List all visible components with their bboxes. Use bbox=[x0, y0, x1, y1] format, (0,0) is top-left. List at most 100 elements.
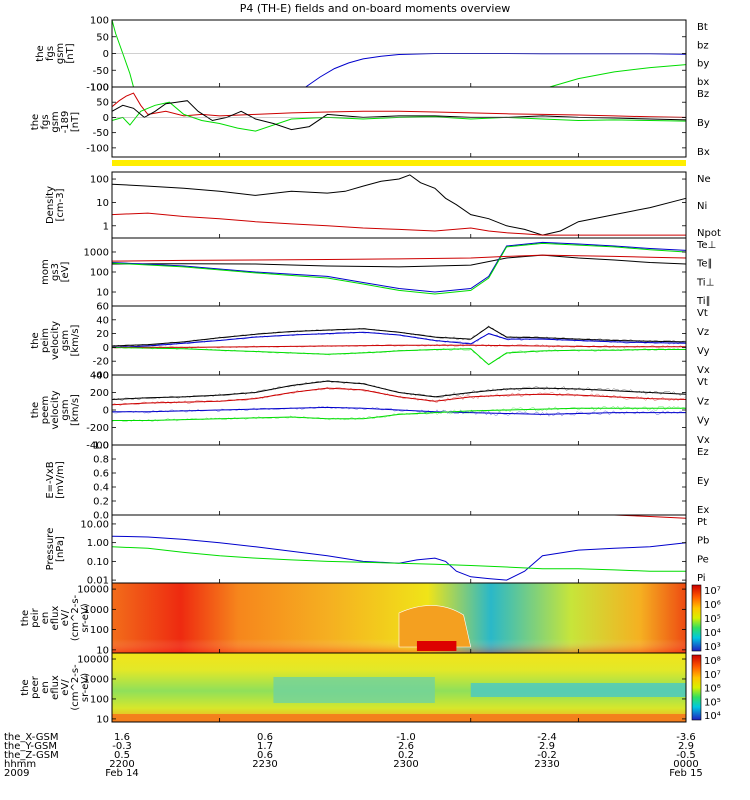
y-axis-label: the peir en eflux eV/(cm^2-s-sr-eV) bbox=[20, 594, 91, 641]
y-axis-label-line: (cm^2-s- bbox=[70, 664, 81, 711]
orbit-value: 0.2 bbox=[398, 750, 414, 761]
series-line-Ti⊥ bbox=[111, 241, 687, 293]
y-axis-label-line: -189 bbox=[60, 111, 71, 134]
electron-band bbox=[273, 677, 435, 703]
legend-label: Pt bbox=[697, 517, 707, 528]
y-tick-label: 10000 bbox=[77, 585, 109, 596]
y-axis-label: the peim velocity gsm [km/s] bbox=[30, 321, 81, 360]
panel-5: Vt Vz Vy Vx 60 40 20 0 -20 -40 the peim velocity gsm[… bbox=[30, 302, 710, 382]
y-tick-label: 10 bbox=[96, 645, 109, 656]
legend: Pt Pb Pe Pi bbox=[697, 517, 709, 584]
y-axis-label-line: the bbox=[30, 332, 41, 348]
y-tick-label: 50 bbox=[96, 98, 109, 109]
series-noise-Vx bbox=[111, 405, 685, 417]
y-axis-label-line: the bbox=[20, 679, 31, 695]
y-axis-label-line: gsm bbox=[50, 111, 61, 132]
orbit-value: -2.4 bbox=[537, 732, 557, 743]
y-axis-label-line: sr-eV) bbox=[80, 673, 91, 702]
legend-label: Vx bbox=[697, 435, 710, 446]
orbit-row-label: the_Z-GSM bbox=[4, 750, 59, 761]
orbit-value: 2230 bbox=[252, 759, 277, 770]
y-tick-label: 1000 bbox=[84, 247, 109, 258]
panel-frame bbox=[111, 237, 687, 307]
orbit-value: -3.6 bbox=[676, 732, 696, 743]
y-ticks: 400 200 0 -200 -400 bbox=[86, 371, 686, 452]
y-ticks: 100 10 1 bbox=[90, 175, 686, 232]
legend: Bz By Bx bbox=[697, 89, 710, 158]
y-tick-label: 0 bbox=[103, 406, 109, 417]
panel-9: 10⁷ 10⁶ 10⁵ 10⁴ 10³ 10000 1000 100 10 the peir en ef… bbox=[20, 582, 721, 656]
y-tick-label: 20 bbox=[96, 329, 109, 340]
series-line-Bx bbox=[111, 100, 687, 131]
legend: Vt Vz Vy Vx bbox=[697, 377, 710, 446]
y-tick-label: 0 bbox=[103, 343, 109, 354]
orbit-value: 2.9 bbox=[678, 741, 694, 752]
legend-label: bx bbox=[697, 77, 709, 88]
panel-frame bbox=[111, 444, 687, 516]
y-tick-label: 200 bbox=[90, 388, 109, 399]
series-line-Ne bbox=[111, 212, 686, 236]
orbit-row-label: the_X-GSM bbox=[4, 732, 58, 743]
y-tick-label: 1.0 bbox=[93, 441, 109, 452]
y-tick-label: 0 bbox=[103, 113, 109, 124]
series-noise-Vy bbox=[111, 405, 685, 422]
orbit-value: 2200 bbox=[109, 759, 134, 770]
series-noise-Vt bbox=[111, 325, 685, 347]
y-tick-label: 100 bbox=[90, 83, 109, 94]
legend-label: Pi bbox=[697, 573, 706, 584]
y-tick-label: 1000 bbox=[84, 605, 109, 616]
series-line-Te⊥ bbox=[111, 254, 687, 262]
y-tick-label: 0.4 bbox=[93, 483, 109, 494]
y-axis-label-line: [km/s] bbox=[70, 324, 81, 356]
panel-6: Vt Vz Vy Vx 400 200 0 -200 -400 the peem velocity gs… bbox=[30, 371, 710, 452]
legend-label: Ni bbox=[697, 201, 707, 212]
y-axis-label-line: en bbox=[40, 681, 51, 694]
electron-band bbox=[470, 683, 686, 697]
colorbar-label: 10³ bbox=[704, 642, 721, 653]
legend-label: Bx bbox=[697, 147, 710, 158]
legend-label: Ez bbox=[697, 447, 709, 458]
legend-label: Npot bbox=[697, 228, 721, 239]
panel-4: Te⊥ Te∥ Ti⊥ Ti∥ 1000 100 10 mom gs3 [eV] bbox=[40, 237, 716, 307]
legend: Vt Vz Vy Vx bbox=[697, 308, 710, 376]
legend-label: Te⊥ bbox=[696, 240, 716, 251]
orbit-value: -1.0 bbox=[396, 732, 416, 743]
colorbar-bar bbox=[691, 584, 702, 652]
y-tick-label: 100 bbox=[90, 694, 109, 705]
series-line-By bbox=[111, 101, 687, 132]
y-axis-label-line: E=-VxB bbox=[45, 461, 56, 498]
panel-2: Bz By Bx 100 50 0 -50 -100 the fgs gsm -189 [nT] bbox=[30, 83, 710, 159]
colorbar: 10⁷ 10⁶ 10⁵ 10⁴ 10³ bbox=[691, 584, 721, 653]
orbit-value: 2300 bbox=[393, 759, 418, 770]
ion-burst-feature bbox=[398, 605, 472, 648]
y-axis-label-line: velocity bbox=[50, 321, 61, 360]
series-line-Pe bbox=[111, 546, 686, 572]
y-axis-label-line: [nPa] bbox=[55, 536, 66, 562]
series-noise-Vy bbox=[111, 346, 685, 365]
legend-label: Vy bbox=[697, 416, 710, 427]
y-ticks: 1000 100 10 bbox=[84, 247, 686, 299]
y-axis-label: the peer en eflux eV/(cm^2-s-sr-eV) bbox=[20, 664, 91, 711]
y-axis-label-line: [mV/m] bbox=[55, 461, 66, 499]
y-tick-label: 100 bbox=[90, 175, 109, 186]
panel-1: Bt bz by bx 100 50 0 -50 -100 the fgs gsm [nT] bbox=[35, 16, 709, 94]
orbit-value: 2330 bbox=[534, 759, 559, 770]
y-axis-label-line: eV/ bbox=[60, 609, 71, 626]
y-tick-label: 10.00 bbox=[80, 519, 109, 530]
colorbar-label: 10⁸ bbox=[704, 656, 721, 667]
y-axis-label-line: en bbox=[40, 612, 51, 625]
legend: Bt bz by bx bbox=[697, 22, 709, 88]
colorbar-label: 10⁶ bbox=[704, 600, 721, 611]
y-axis-label-line: fgs bbox=[40, 114, 51, 129]
series-noise-Vz bbox=[111, 343, 685, 349]
orbit-value: Feb 14 bbox=[105, 768, 139, 779]
colorbar-label: 10⁷ bbox=[704, 586, 721, 597]
y-tick-label: 100 bbox=[90, 16, 109, 27]
status-bar bbox=[112, 160, 686, 166]
colorbar-label: 10⁴ bbox=[704, 628, 721, 639]
colorbar-label: 10⁶ bbox=[704, 684, 721, 695]
y-axis-label-line: (cm^2-s- bbox=[70, 594, 81, 641]
y-tick-label: -50 bbox=[93, 128, 109, 139]
